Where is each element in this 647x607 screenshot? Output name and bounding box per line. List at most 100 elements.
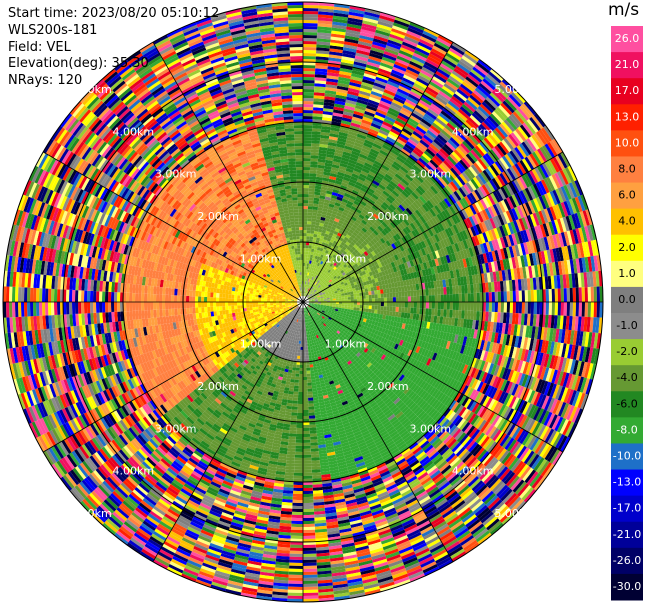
velocity-gate (325, 87, 337, 92)
velocity-gate (317, 158, 326, 163)
velocity-gate (332, 115, 343, 121)
velocity-gate (527, 290, 531, 302)
velocity-gate (307, 212, 313, 216)
velocity-gate (324, 162, 333, 168)
velocity-gate (341, 297, 345, 300)
velocity-gate (303, 158, 311, 162)
velocity-gate (545, 302, 549, 315)
velocity-gate (303, 20, 318, 24)
velocity-gate (395, 306, 399, 313)
velocity-gate (320, 128, 331, 134)
velocity-gate (303, 194, 309, 198)
velocity-gate (303, 251, 306, 255)
velocity-gate (310, 149, 319, 153)
velocity-gate (303, 269, 305, 273)
velocity-gate (303, 191, 309, 195)
velocity-gate (309, 170, 317, 174)
velocity-gate (364, 288, 369, 293)
velocity-gate (329, 45, 344, 51)
velocity-gate (431, 295, 435, 302)
velocity-gate (313, 200, 319, 205)
velocity-gate (398, 296, 402, 302)
velocity-gate (404, 291, 408, 297)
velocity-gate (392, 292, 396, 298)
velocity-gate (310, 248, 315, 253)
velocity-gate (557, 302, 561, 316)
velocity-gate (497, 291, 501, 302)
velocity-gate (356, 304, 360, 308)
velocity-gate (316, 213, 322, 217)
velocity-gate (350, 296, 354, 300)
velocity-gate (374, 290, 378, 295)
velocity-gate (347, 306, 351, 310)
velocity-gate (590, 286, 594, 302)
velocity-gate (449, 309, 453, 318)
velocity-gate (470, 293, 474, 302)
velocity-gate (356, 293, 360, 297)
velocity-gates (3, 2, 603, 602)
velocity-gate (303, 89, 315, 93)
velocity-gate (316, 50, 330, 55)
velocity-gate (330, 36, 345, 42)
velocity-gate (584, 287, 588, 302)
velocity-gate (389, 306, 393, 312)
velocity-gate (319, 192, 327, 197)
velocity-gate (305, 254, 309, 258)
velocity-gate (334, 100, 346, 106)
velocity-gate (342, 47, 357, 53)
velocity-gate (431, 308, 435, 316)
velocity-gate (446, 302, 450, 310)
velocity-gate (311, 242, 316, 247)
velocity-gate (306, 236, 310, 240)
velocity-gate (533, 289, 537, 302)
velocity-gate (473, 292, 477, 302)
velocity-gate (334, 97, 347, 103)
velocity-gate (303, 80, 315, 84)
velocity-gate (309, 266, 313, 271)
velocity-gate (308, 197, 314, 201)
velocity-gate (344, 306, 348, 310)
velocity-gate (345, 32, 360, 38)
velocity-gate (596, 286, 600, 302)
velocity-gate (309, 167, 318, 171)
velocity-gate (309, 173, 317, 177)
velocity-gate (434, 294, 438, 302)
velocity-gate (596, 302, 600, 318)
velocity-gate (344, 297, 348, 300)
velocity-gate (347, 20, 363, 27)
velocity-gate (328, 139, 338, 144)
velocity-gate (371, 309, 375, 314)
velocity-gate (307, 209, 313, 213)
velocity-gate (307, 269, 310, 273)
velocity-gate (314, 80, 327, 85)
velocity-gate (303, 188, 309, 192)
velocity-gate (353, 307, 357, 311)
velocity-gate (303, 65, 316, 69)
velocity-gate (367, 312, 372, 317)
velocity-gate (332, 112, 343, 118)
velocity-gate (311, 260, 314, 265)
velocity-gate (319, 140, 329, 145)
velocity-gate (308, 203, 314, 207)
velocity-gate (311, 134, 321, 138)
velocity-gate (380, 297, 384, 302)
velocity-gate (587, 286, 591, 302)
velocity-gate (303, 11, 319, 15)
velocity-gate (407, 302, 411, 308)
velocity-gate (314, 227, 319, 232)
velocity-gate (330, 33, 346, 39)
velocity-gate (377, 293, 381, 299)
velocity-gate (488, 302, 492, 312)
velocity-gate (313, 233, 318, 238)
velocity-gate (491, 291, 495, 302)
velocity-gate (317, 23, 333, 28)
velocity-gate (353, 296, 357, 300)
velocity-gate (503, 291, 507, 302)
velocity-gate (392, 306, 396, 312)
velocity-gate (303, 155, 311, 159)
velocity-gate (310, 227, 315, 231)
velocity-gate (308, 185, 316, 189)
velocity-gate (303, 248, 306, 252)
velocity-gate (431, 302, 435, 309)
velocity-gate (308, 245, 312, 249)
